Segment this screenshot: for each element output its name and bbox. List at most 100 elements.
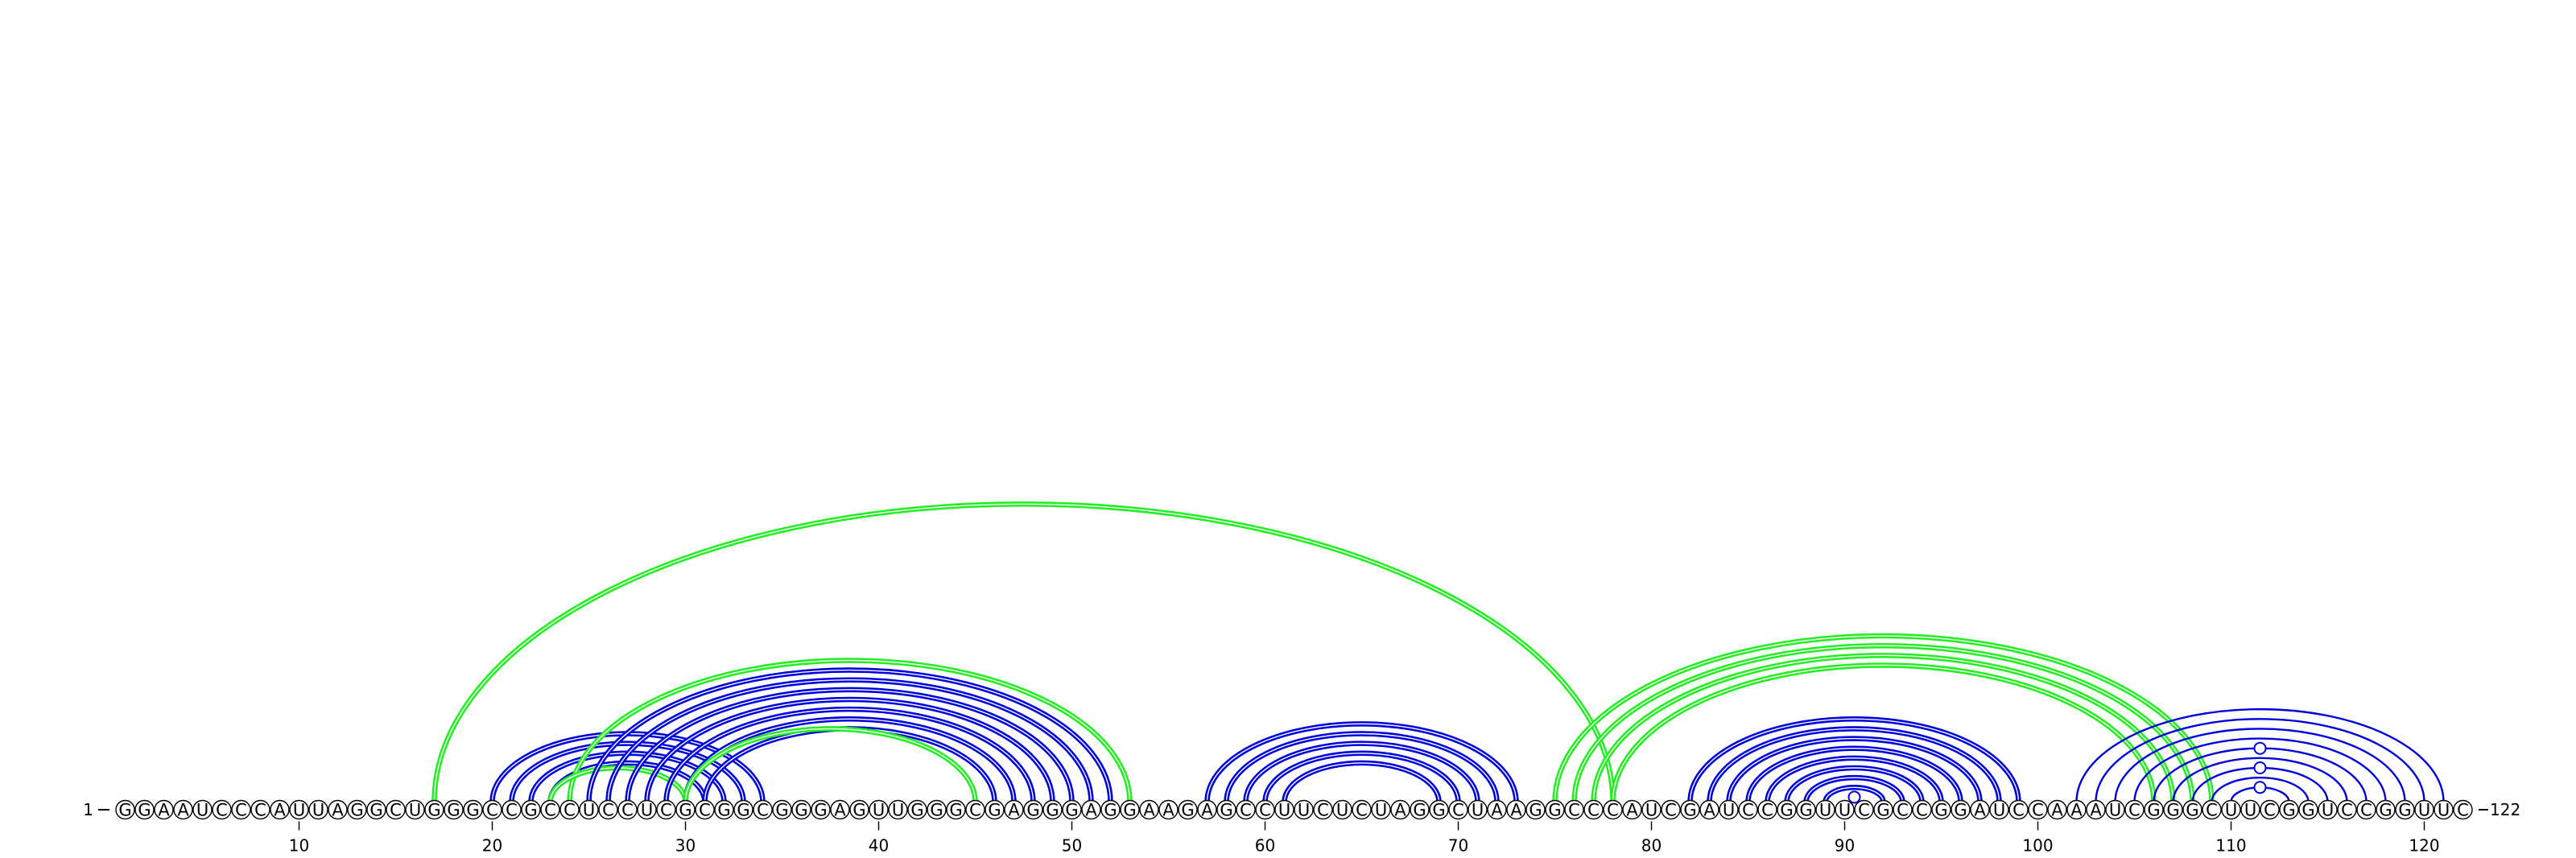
base-circle — [444, 799, 464, 820]
arc-gap-61-69 — [1283, 762, 1440, 802]
base-circle — [347, 799, 367, 820]
base-circle — [424, 799, 444, 820]
base-letter: A — [1085, 801, 1097, 820]
base-101: A — [2047, 799, 2067, 820]
base-letter: G — [1065, 801, 1078, 820]
base-letter: C — [1858, 801, 1870, 820]
tick-label-80: 80 — [1641, 836, 1662, 856]
arc-gap-26-51 — [607, 679, 1092, 802]
base-letter: G — [427, 801, 440, 820]
base-43: G — [927, 799, 947, 820]
base-pair-arcs — [431, 501, 2445, 802]
base-circle — [965, 799, 985, 820]
base-107: G — [2163, 799, 2183, 820]
arc-gap-28-49 — [646, 699, 1054, 802]
base-61: U — [1274, 799, 1294, 820]
base-circle — [1042, 799, 1063, 820]
base-circle — [1004, 799, 1024, 820]
base-71: U — [1468, 799, 1488, 820]
base-letter: G — [737, 801, 749, 820]
base-letter: C — [2457, 801, 2469, 820]
base-28: U — [637, 799, 657, 820]
tick-label-90: 90 — [1835, 836, 1855, 856]
base-letter: U — [1472, 801, 1484, 820]
base-circle — [714, 799, 734, 820]
base-47: A — [1004, 799, 1024, 820]
base-66: U — [1371, 799, 1391, 820]
base-54: A — [1139, 799, 1159, 820]
base-letter: C — [699, 801, 711, 820]
base-50: G — [1062, 799, 1082, 820]
base-circle — [502, 799, 522, 820]
tick-label-30: 30 — [675, 836, 696, 856]
base-letter: G — [2166, 801, 2179, 820]
base-58: G — [1216, 799, 1236, 820]
base-letter: A — [1008, 801, 1020, 820]
base-letter: G — [930, 801, 943, 820]
base-circle — [270, 799, 290, 820]
base-34: C — [753, 799, 773, 820]
base-circle — [134, 799, 155, 820]
arc-gap-76-108 — [1573, 645, 2194, 802]
base-94: C — [1912, 799, 1932, 820]
base-letter: C — [1897, 801, 1909, 820]
base-65: C — [1352, 799, 1372, 820]
base-circle — [1873, 799, 1893, 820]
base-letter: G — [852, 801, 865, 820]
base-letter: G — [118, 801, 131, 820]
base-113: G — [2279, 799, 2299, 820]
base-52: G — [1100, 799, 1121, 820]
base-89: U — [1815, 799, 1835, 820]
base-40: U — [869, 799, 889, 820]
base-letter: A — [1394, 801, 1406, 820]
base-letter: G — [717, 801, 730, 820]
base-7: C — [231, 799, 251, 820]
base-circle — [1468, 799, 1488, 820]
sequence-end-label: 122 — [2490, 800, 2520, 819]
arc-gap-75-109 — [1554, 635, 2213, 802]
base-letter: A — [2070, 801, 2083, 820]
base-letter: U — [2109, 801, 2121, 820]
base-circle — [2298, 799, 2318, 820]
base-23: C — [540, 799, 560, 820]
base-letter: G — [910, 801, 923, 820]
base-circle — [1757, 799, 1777, 820]
base-circle — [1506, 799, 1526, 820]
base-29: C — [656, 799, 676, 820]
base-circle — [2086, 799, 2106, 820]
base-circle — [927, 799, 947, 820]
base-circle — [753, 799, 773, 820]
base-63: C — [1313, 799, 1333, 820]
base-letter: C — [1607, 801, 1619, 820]
arc-gap-29-48 — [665, 708, 1034, 802]
sequence-axis: 1 122 — [83, 800, 2520, 819]
base-circle — [366, 799, 386, 820]
base-letter: G — [1432, 801, 1445, 820]
base-letter: U — [2438, 801, 2450, 820]
arc-gap-24-53 — [568, 659, 1131, 802]
base-letter: C — [2032, 801, 2044, 820]
base-letter: U — [196, 801, 208, 820]
arc-marker-90-91 — [1847, 790, 1861, 804]
base-circle — [1429, 799, 1449, 820]
base-69: G — [1429, 799, 1449, 820]
base-letter: U — [1839, 801, 1851, 820]
base-circle — [1081, 799, 1101, 820]
base-letter: C — [506, 801, 518, 820]
base-circle — [946, 799, 966, 820]
tick-label-40: 40 — [869, 836, 889, 856]
base-13: G — [347, 799, 367, 820]
base-circle — [173, 799, 193, 820]
base-circle — [1410, 799, 1430, 820]
base-circle — [1197, 799, 1217, 820]
base-letter: U — [2225, 801, 2237, 820]
base-111: U — [2240, 799, 2260, 820]
base-letter: G — [350, 801, 363, 820]
base-37: G — [811, 799, 831, 820]
base-75: G — [1545, 799, 1565, 820]
base-letter: G — [2147, 801, 2160, 820]
base-letter: U — [1819, 801, 1831, 820]
base-21: C — [502, 799, 522, 820]
base-5: U — [192, 799, 213, 820]
base-109: C — [2202, 799, 2222, 820]
